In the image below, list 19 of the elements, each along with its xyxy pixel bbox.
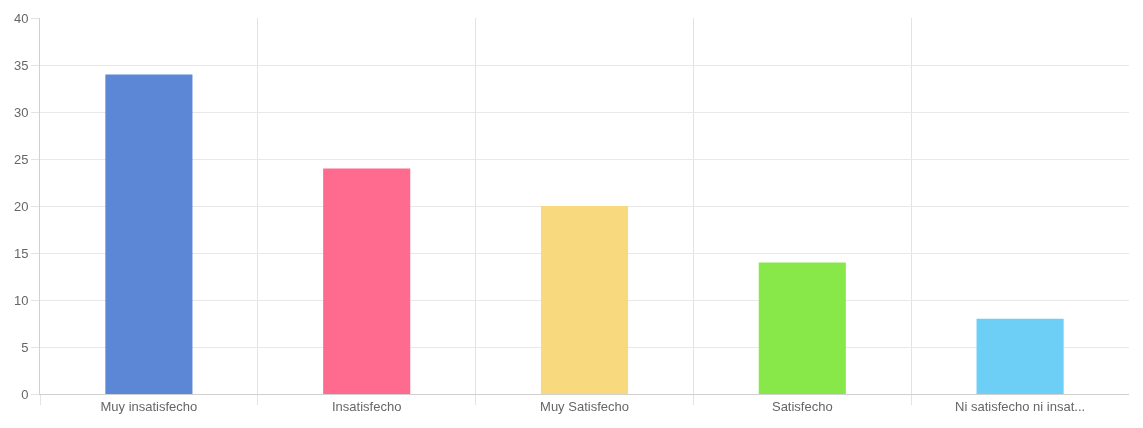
y-tick-label: 35 xyxy=(13,57,29,73)
bar xyxy=(540,206,629,394)
y-tick-label: 5 xyxy=(21,339,29,355)
x-tick-label: Muy Satisfecho xyxy=(540,398,629,414)
bar xyxy=(323,168,411,394)
x-tick-label: Muy insatisfecho xyxy=(100,398,198,414)
x-tick-label: Satisfecho xyxy=(771,398,833,414)
x-tick-label: Insatisfecho xyxy=(332,398,402,414)
y-tick-label: 30 xyxy=(13,104,29,120)
bar xyxy=(758,262,846,394)
y-tick-label: 15 xyxy=(13,245,29,261)
y-tick-label: 0 xyxy=(21,386,29,402)
x-tick-label: Ni satisfecho ni insat... xyxy=(955,398,1086,414)
y-tick-label: 25 xyxy=(13,151,29,167)
bar xyxy=(976,318,1064,394)
y-tick-label: 10 xyxy=(13,292,29,308)
y-tick-label: 20 xyxy=(13,198,29,214)
bar xyxy=(105,74,193,394)
y-tick-label: 40 xyxy=(13,10,29,26)
